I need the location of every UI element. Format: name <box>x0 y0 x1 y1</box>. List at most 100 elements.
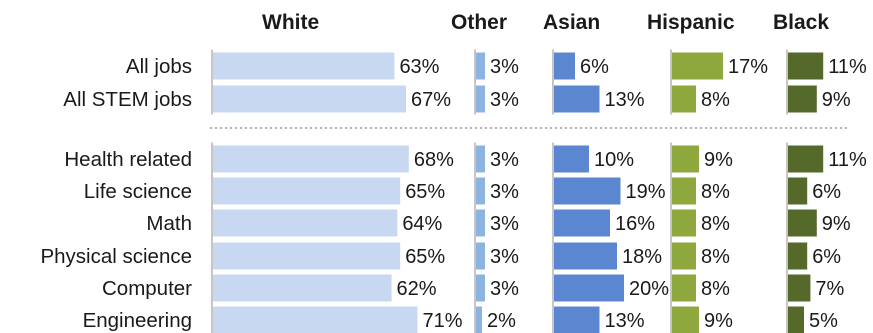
value-label-black-life-science: 6% <box>812 181 841 203</box>
value-label-black-all-stem-jobs: 9% <box>822 89 851 111</box>
value-label-asian-physical-science: 18% <box>622 246 662 268</box>
bar-asian-life-science <box>554 177 621 205</box>
bar-white-physical-science <box>213 242 401 270</box>
value-label-asian-health-related: 10% <box>594 149 634 171</box>
value-label-other-physical-science: 3% <box>490 246 519 268</box>
value-label-asian-all-jobs: 6% <box>580 56 609 78</box>
column-header-other: Other <box>451 11 507 34</box>
value-label-black-health-related: 11% <box>828 149 867 171</box>
value-label-white-engineering: 71% <box>422 310 462 332</box>
bar-white-engineering <box>213 306 418 333</box>
bar-black-all-stem-jobs <box>788 85 817 113</box>
category-label-computer: Computer <box>102 277 192 300</box>
bar-white-computer <box>213 274 392 302</box>
bar-black-all-jobs <box>788 52 824 80</box>
bar-hispanic-life-science <box>672 177 696 205</box>
category-label-life-science: Life science <box>84 180 192 203</box>
value-label-black-computer: 7% <box>815 278 844 300</box>
value-label-black-math: 9% <box>822 213 851 235</box>
value-label-white-computer: 62% <box>397 278 437 300</box>
bar-black-life-science <box>788 177 808 205</box>
bar-other-computer <box>476 274 485 302</box>
value-label-other-all-jobs: 3% <box>490 56 519 78</box>
bar-other-all-stem-jobs <box>476 85 485 113</box>
value-label-hispanic-all-jobs: 17% <box>728 56 768 78</box>
value-label-white-all-jobs: 63% <box>399 56 439 78</box>
panel-asian: 6% 13% 10% 19% 16% 18% 20% 13% <box>552 49 669 333</box>
bar-other-physical-science <box>476 242 485 270</box>
value-label-black-engineering: 5% <box>809 310 838 332</box>
column-header-white: White <box>262 11 319 34</box>
bar-black-math <box>788 209 817 237</box>
panel-other: 3% 3% 3% 3% 3% 3% 3% 2% <box>474 49 519 333</box>
bar-other-all-jobs <box>476 52 485 80</box>
value-label-other-engineering: 2% <box>487 310 516 332</box>
column-headers: White Other Asian Hispanic Black <box>262 11 829 34</box>
bar-hispanic-computer <box>672 274 696 302</box>
bar-hispanic-math <box>672 209 696 237</box>
value-label-asian-life-science: 19% <box>626 181 666 203</box>
value-label-black-all-jobs: 11% <box>828 56 867 78</box>
value-label-white-all-stem-jobs: 67% <box>411 89 451 111</box>
bar-asian-engineering <box>554 306 600 333</box>
bar-other-engineering <box>476 306 482 333</box>
bar-asian-physical-science <box>554 242 617 270</box>
value-label-other-all-stem-jobs: 3% <box>490 89 519 111</box>
bar-black-engineering <box>788 306 804 333</box>
value-label-other-health-related: 3% <box>490 149 519 171</box>
bar-hispanic-all-stem-jobs <box>672 85 696 113</box>
value-label-hispanic-health-related: 9% <box>704 149 733 171</box>
bar-asian-all-stem-jobs <box>554 85 600 113</box>
value-label-white-life-science: 65% <box>405 181 445 203</box>
value-label-hispanic-life-science: 8% <box>701 181 730 203</box>
panel-white: 63% 67% 68% 65% 64% 65% 62% 71% <box>211 49 463 333</box>
column-header-asian: Asian <box>543 11 600 34</box>
bar-asian-health-related <box>554 145 589 173</box>
bar-white-life-science <box>213 177 401 205</box>
bar-hispanic-all-jobs <box>672 52 723 80</box>
column-header-hispanic: Hispanic <box>647 11 735 34</box>
value-label-hispanic-engineering: 9% <box>704 310 733 332</box>
value-label-asian-math: 16% <box>615 213 655 235</box>
value-label-hispanic-math: 8% <box>701 213 730 235</box>
category-label-health-related: Health related <box>64 148 192 171</box>
value-label-asian-computer: 20% <box>629 278 669 300</box>
value-label-hispanic-computer: 8% <box>701 278 730 300</box>
bar-hispanic-physical-science <box>672 242 696 270</box>
value-label-hispanic-all-stem-jobs: 8% <box>701 89 730 111</box>
value-label-hispanic-physical-science: 8% <box>701 246 730 268</box>
value-label-black-physical-science: 6% <box>812 246 841 268</box>
bar-black-computer <box>788 274 811 302</box>
value-label-asian-all-stem-jobs: 13% <box>605 89 645 111</box>
bar-black-physical-science <box>788 242 808 270</box>
bar-asian-all-jobs <box>554 52 575 80</box>
bar-white-all-stem-jobs <box>213 85 406 113</box>
category-label-math: Math <box>146 212 192 235</box>
column-header-black: Black <box>773 11 829 34</box>
bar-hispanic-health-related <box>672 145 699 173</box>
value-label-other-life-science: 3% <box>490 181 519 203</box>
value-label-white-health-related: 68% <box>414 149 454 171</box>
bar-white-math <box>213 209 398 237</box>
value-label-other-computer: 3% <box>490 278 519 300</box>
panel-hispanic: 17% 8% 9% 8% 8% 8% 8% 9% <box>670 49 768 333</box>
bar-panels: 63% 67% 68% 65% 64% 65% 62% 71% 3% 3% 3% 3% 3% 3% 3% 2%… <box>211 49 867 333</box>
category-label-engineering: Engineering <box>83 309 192 332</box>
category-label-all-jobs: All jobs <box>126 55 192 78</box>
bar-white-health-related <box>213 145 409 173</box>
bar-other-math <box>476 209 485 237</box>
panel-black: 11% 9% 11% 6% 9% 6% 7% 5% <box>786 49 867 333</box>
bar-black-health-related <box>788 145 824 173</box>
value-label-other-math: 3% <box>490 213 519 235</box>
value-label-asian-engineering: 13% <box>605 310 645 332</box>
category-label-physical-science: Physical science <box>40 245 192 268</box>
bar-asian-math <box>554 209 610 237</box>
value-label-white-math: 64% <box>402 213 442 235</box>
bar-other-life-science <box>476 177 485 205</box>
category-labels: All jobs All STEM jobs Health related Life … <box>40 55 192 332</box>
bar-white-all-jobs <box>213 52 395 80</box>
category-label-all-stem-jobs: All STEM jobs <box>63 88 192 111</box>
bar-asian-computer <box>554 274 624 302</box>
bar-hispanic-engineering <box>672 306 699 333</box>
